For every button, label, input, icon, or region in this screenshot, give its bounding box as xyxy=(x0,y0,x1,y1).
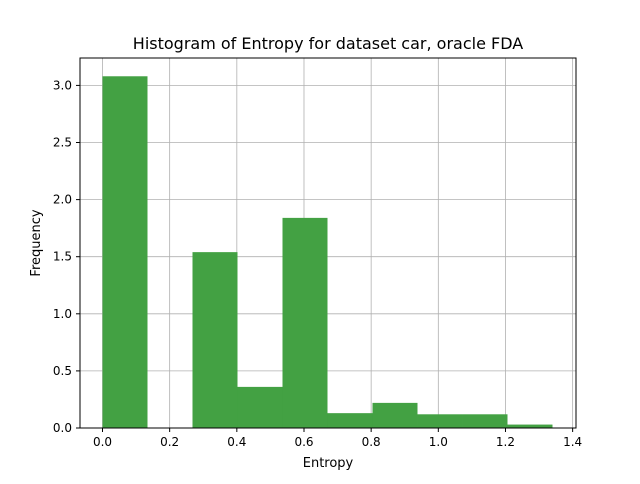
histogram-bar xyxy=(192,252,237,428)
y-tick-label: 0.5 xyxy=(53,364,72,378)
x-tick-label: 0.0 xyxy=(93,435,112,449)
x-tick-label: 0.8 xyxy=(362,435,381,449)
x-tick-label: 0.2 xyxy=(160,435,179,449)
histogram-bar xyxy=(282,218,327,428)
y-tick-label: 0.0 xyxy=(53,421,72,435)
y-ticks: 0.0 0.5 1.0 1.5 2.0 2.5 3.0 xyxy=(53,78,80,435)
x-axis-label: Entropy xyxy=(303,456,354,471)
x-tick-label: 0.4 xyxy=(227,435,246,449)
y-axis-label: Frequency xyxy=(29,209,44,276)
histogram-bar xyxy=(102,76,147,428)
x-tick-label: 0.6 xyxy=(294,435,313,449)
y-tick-label: 2.0 xyxy=(53,193,72,207)
histogram-bar xyxy=(327,413,372,428)
histogram-bar xyxy=(417,414,462,428)
y-tick-label: 3.0 xyxy=(53,78,72,92)
grid-layer xyxy=(80,58,576,428)
y-tick-label: 2.5 xyxy=(53,136,72,150)
plot-frame xyxy=(80,58,576,428)
y-tick-label: 1.5 xyxy=(53,250,72,264)
x-tick-label: 1.2 xyxy=(496,435,515,449)
x-ticks: 0.0 0.2 0.4 0.6 0.8 1.0 1.2 1.4 xyxy=(93,428,582,449)
chart-title: Histogram of Entropy for dataset car, or… xyxy=(133,34,523,53)
x-tick-label: 1.0 xyxy=(429,435,448,449)
histogram-bar xyxy=(372,403,417,428)
histogram-bar xyxy=(507,425,552,428)
y-tick-label: 1.0 xyxy=(53,307,72,321)
histogram-bar xyxy=(237,387,282,428)
x-tick-label: 1.4 xyxy=(563,435,582,449)
histogram-bar xyxy=(462,414,507,428)
